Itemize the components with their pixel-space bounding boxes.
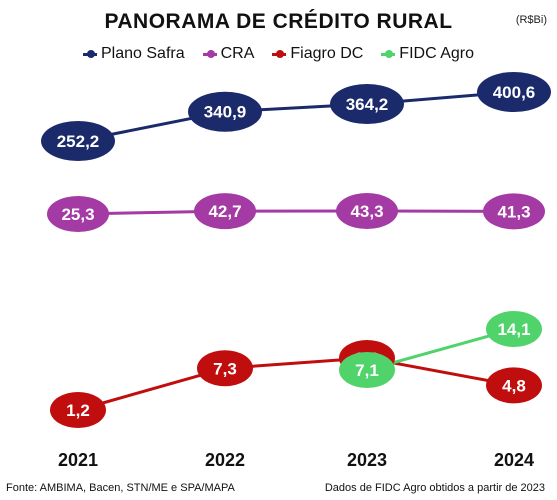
fidc-note: Dados de FIDC Agro obtidos a partir de 2… (324, 482, 545, 494)
legend-item-fiagro-dc: Fiagro DC (272, 45, 363, 63)
data-label-plano-safra-2022: 340,9 (204, 103, 247, 122)
data-label-plano-safra-2023: 364,2 (346, 95, 389, 114)
legend-label-plano-safra: Plano Safra (101, 45, 185, 62)
series-lines (77, 90, 515, 412)
data-point-fidc-agro-2024 (486, 311, 542, 347)
legend-item-plano-safra: Plano Safra (83, 45, 185, 63)
data-label-plano-safra-2024: 400,6 (493, 83, 536, 102)
data-point-cra-2021 (47, 196, 109, 232)
series-line-fiagro-dc (77, 356, 515, 412)
data-point-plano-safra-2023 (330, 84, 404, 125)
x-tick-label-2023: 2023 (347, 450, 387, 470)
data-label-fidc-agro-2024: 14,1 (497, 320, 530, 339)
legend-label-cra: CRA (220, 45, 255, 62)
data-point-plano-safra-2022 (188, 91, 262, 132)
data-label-cra-2021: 25,3 (61, 205, 94, 224)
legend-label-fidc-agro: FIDC Agro (399, 45, 474, 62)
data-label-plano-safra-2021: 252,2 (57, 132, 100, 151)
series-line-cra (77, 209, 515, 216)
data-label-cra-2022: 42,7 (208, 202, 241, 221)
legend-item-fidc-agro: FIDC Agro (381, 45, 474, 63)
data-label-fiagro-dc-2024: 4,8 (502, 376, 526, 395)
legend-swatch-fiagro-dc (272, 49, 287, 58)
legend-item-cra: CRA (202, 45, 255, 63)
data-point-fiagro-dc-2022 (197, 350, 253, 387)
data-point-cra-2022 (194, 193, 256, 230)
data-label-fiagro-dc-2022: 7,3 (213, 359, 237, 378)
legend-swatch-plano-safra (83, 49, 97, 58)
data-label-fiagro-dc-2021: 1,2 (66, 401, 90, 420)
data-point-fiagro-dc-2021 (50, 392, 106, 428)
x-tick-label-2024: 2024 (494, 450, 534, 470)
data-point-cra-2023 (336, 193, 398, 229)
chart-title: PANORAMA DE CRÉDITO RURAL (104, 10, 453, 33)
x-tick-label-2021: 2021 (58, 450, 98, 470)
data-point-fidc-agro-2023 (339, 352, 395, 388)
data-label-cra-2023: 43,3 (350, 202, 383, 221)
unit-label: (R$Bi) (515, 14, 547, 26)
data-point-plano-safra-2024 (477, 72, 551, 112)
data-point-cra-2024 (483, 193, 545, 230)
source-note: Fonte: AMBIMA, Bacen, STN/ME e SPA/MAPA (6, 482, 235, 494)
x-tick-label-2022: 2022 (205, 450, 245, 470)
series-line-plano-safra (77, 90, 515, 143)
legend-swatch-cra (202, 49, 217, 58)
legend-swatch-fidc-agro (381, 49, 396, 58)
data-label-cra-2024: 41,3 (497, 202, 530, 221)
legend-label-fiagro-dc: Fiagro DC (290, 45, 364, 62)
series-markers: 252,2 340,9 364,2 400,6 25,3 42,7 43,3 41,3 1,2 7… (41, 72, 551, 428)
data-point-plano-safra-2021 (41, 121, 115, 161)
data-label-fidc-agro-2023: 7,1 (355, 361, 379, 380)
data-point-fiagro-dc-2024 (486, 367, 542, 404)
legend: Plano Safra CRA Fiagro DC FIDC Agro (0, 45, 557, 63)
